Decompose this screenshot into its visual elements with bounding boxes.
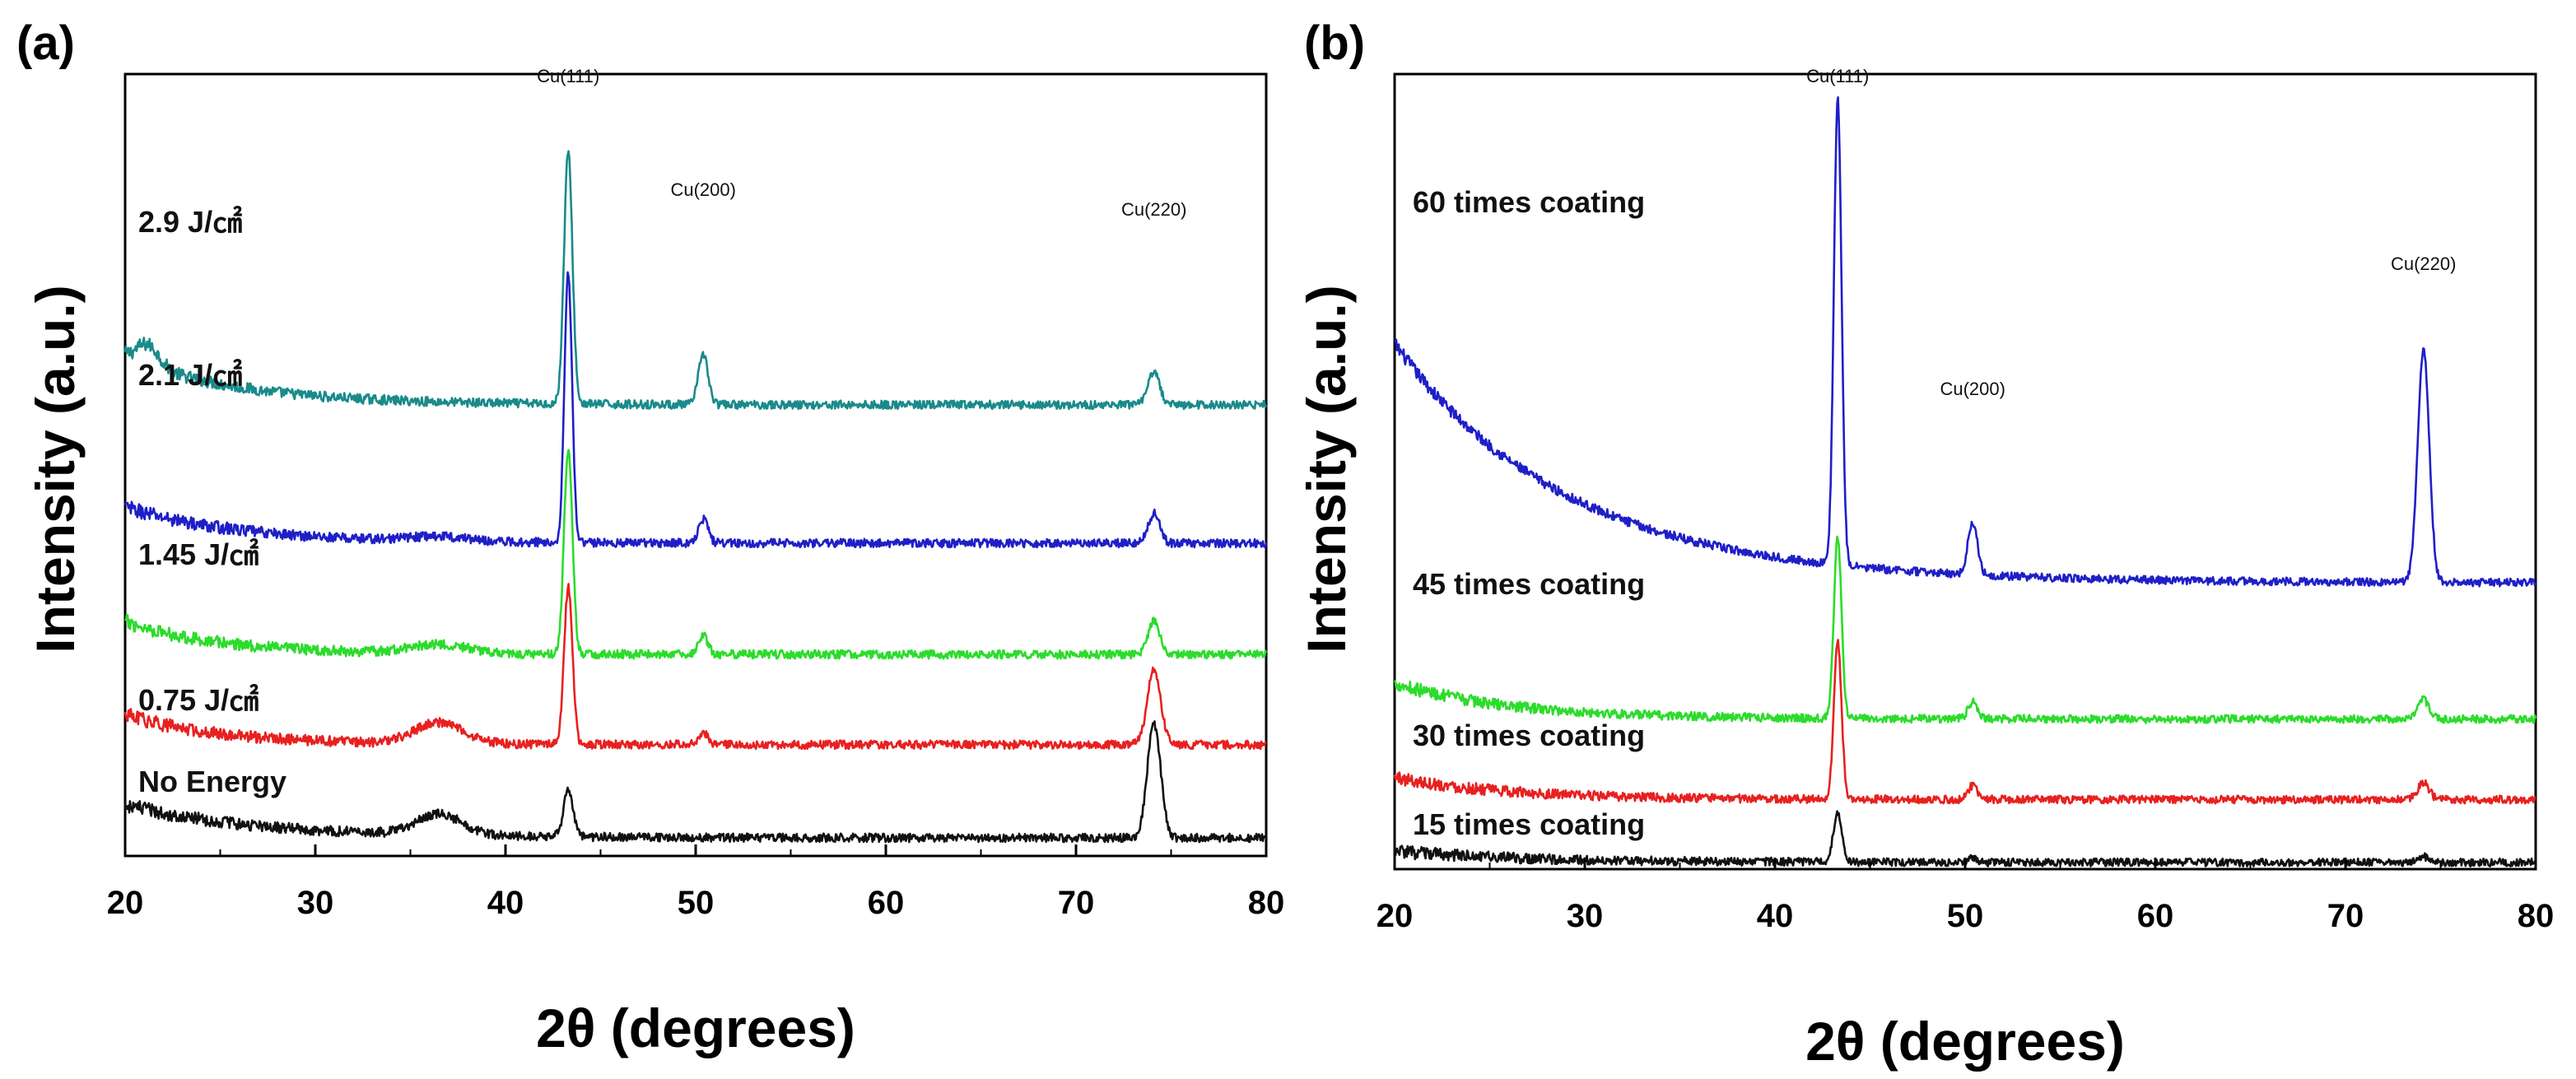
series-line-2-1-j bbox=[123, 271, 1268, 549]
panel-b-letter: (b) bbox=[1304, 16, 1365, 70]
series-line-1-45-j bbox=[124, 449, 1268, 660]
panel-a-peak-labels: Cu(111) Cu(200) Cu(220) bbox=[537, 66, 1186, 220]
peak-label: Cu(111) bbox=[1806, 66, 1869, 86]
panel-b-x-ticks: 20 30 40 50 60 70 80 bbox=[1377, 858, 2555, 934]
x-tick-label: 30 bbox=[1567, 898, 1604, 934]
x-tick-label: 20 bbox=[107, 885, 144, 921]
series-label: No Energy bbox=[138, 765, 286, 798]
x-tick-label: 80 bbox=[2518, 898, 2555, 934]
series-label: 60 times coating bbox=[1413, 185, 1645, 219]
series-label: 30 times coating bbox=[1413, 719, 1645, 752]
series-line-45-times-coating bbox=[1393, 535, 2537, 724]
x-tick-label: 60 bbox=[868, 885, 905, 921]
peak-label: Cu(200) bbox=[670, 179, 735, 200]
panel-b-xlabel: 2θ (degrees) bbox=[1805, 1011, 2125, 1072]
panel-a-letter: (a) bbox=[16, 16, 75, 70]
x-tick-label: 70 bbox=[1058, 885, 1095, 921]
peak-label: Cu(111) bbox=[537, 66, 599, 86]
panel-a-series-labels: 2.9 J/㎠ 2.1 J/㎠ 1.45 J/㎠ 0.75 J/㎠ No Energy bbox=[138, 205, 286, 798]
x-tick-label: 40 bbox=[487, 885, 524, 921]
series-label: 15 times coating bbox=[1413, 807, 1645, 841]
x-tick-label: 50 bbox=[678, 885, 715, 921]
series-line-60-times-coating bbox=[1394, 96, 2537, 588]
series-label: 2.9 J/㎠ bbox=[138, 205, 242, 239]
panel-a-x-ticks: 20 30 40 50 60 70 80 bbox=[107, 844, 1285, 921]
series-label: 1.45 J/㎠ bbox=[138, 537, 259, 571]
x-tick-label: 30 bbox=[297, 885, 334, 921]
x-tick-label: 70 bbox=[2327, 898, 2364, 934]
panel-b-series-labels: 60 times coating 45 times coating 30 times… bbox=[1413, 185, 1645, 841]
series-label: 2.1 J/㎠ bbox=[138, 358, 242, 392]
series-label: 0.75 J/㎠ bbox=[138, 683, 259, 717]
peak-label: Cu(220) bbox=[2391, 253, 2456, 274]
series-line-0-75-j bbox=[123, 583, 1267, 751]
panel-a-series-group bbox=[123, 150, 1268, 844]
peak-label: Cu(220) bbox=[1121, 199, 1186, 220]
panel-a-xlabel: 2θ (degrees) bbox=[536, 998, 855, 1058]
series-label: 45 times coating bbox=[1413, 567, 1645, 601]
panel-a-ylabel: Intensity (a.u.) bbox=[25, 285, 86, 653]
panel-a: (a) 2.9 J/㎠ 2.1 J/㎠ 1.45 J/㎠ 0.75 J/㎠ No Ene… bbox=[16, 16, 1284, 1058]
x-tick-label: 40 bbox=[1757, 898, 1794, 934]
series-line-30-times-coating bbox=[1393, 639, 2536, 805]
panel-b-ylabel: Intensity (a.u.) bbox=[1296, 285, 1357, 653]
series-line-no-energy bbox=[123, 720, 1268, 844]
x-tick-label: 50 bbox=[1947, 898, 1984, 934]
series-line-2-9-j bbox=[123, 150, 1268, 411]
peak-label: Cu(200) bbox=[1940, 379, 2005, 399]
x-tick-label: 60 bbox=[2137, 898, 2174, 934]
panel-b: (b) 60 times coating 45 times coating 30 t… bbox=[1296, 16, 2554, 1072]
x-tick-label: 20 bbox=[1377, 898, 1414, 934]
x-tick-label: 80 bbox=[1248, 885, 1285, 921]
panel-b-peak-labels: Cu(111) Cu(200) Cu(220) bbox=[1806, 66, 2456, 399]
